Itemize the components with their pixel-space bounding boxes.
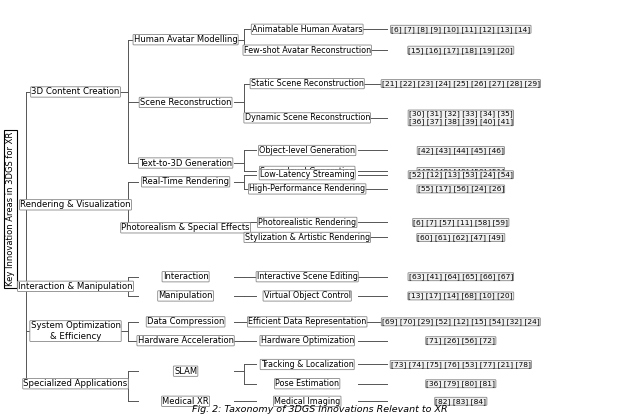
Text: [63] [41] [64] [65] [66] [67]: [63] [41] [64] [65] [66] [67] <box>408 273 513 280</box>
Text: Tracking & Localization: Tracking & Localization <box>261 360 353 369</box>
Text: 3D Content Creation: 3D Content Creation <box>31 87 120 97</box>
Text: Key Innovation Areas in 3DGS for XR: Key Innovation Areas in 3DGS for XR <box>6 132 15 286</box>
Text: [36] [79] [80] [81]: [36] [79] [80] [81] <box>426 380 495 387</box>
Text: Manipulation: Manipulation <box>158 291 213 301</box>
Text: Scene-level Generation: Scene-level Generation <box>260 167 355 176</box>
Text: Static Scene Reconstruction: Static Scene Reconstruction <box>251 79 364 88</box>
Text: Animatable Human Avatars: Animatable Human Avatars <box>252 25 362 34</box>
Text: Medical Imaging: Medical Imaging <box>274 397 340 406</box>
Text: Virtual Object Control: Virtual Object Control <box>264 291 351 301</box>
Text: [21] [22] [23] [24] [25] [26] [27] [28] [29]: [21] [22] [23] [24] [25] [26] [27] [28] … <box>381 80 540 87</box>
Text: Low-Latency Streaming: Low-Latency Streaming <box>260 170 355 179</box>
Text: Text-to-3D Generation: Text-to-3D Generation <box>139 158 232 168</box>
Text: [73] [74] [75] [76] [53] [77] [21] [78]: [73] [74] [75] [76] [53] [77] [21] [78] <box>391 361 531 368</box>
Text: [71] [26] [56] [72]: [71] [26] [56] [72] <box>426 337 495 344</box>
Text: [47] [48] [49] [50] [51]: [47] [48] [49] [50] [51] <box>418 168 504 175</box>
Text: Stylization & Artistic Rendering: Stylization & Artistic Rendering <box>244 233 370 242</box>
Text: Rendering & Visualization: Rendering & Visualization <box>20 200 131 209</box>
Text: Data Compression: Data Compression <box>147 317 224 326</box>
Text: Interaction & Manipulation: Interaction & Manipulation <box>18 282 133 291</box>
Text: Object-level Generation: Object-level Generation <box>259 146 355 155</box>
Text: [55] [17] [56] [24] [26]: [55] [17] [56] [24] [26] <box>417 186 504 192</box>
Text: Medical XR: Medical XR <box>163 397 209 406</box>
Text: [60] [61] [62] [47] [49]: [60] [61] [62] [47] [49] <box>417 234 504 241</box>
Text: Hardware Acceleration: Hardware Acceleration <box>138 336 234 345</box>
Text: Specialized Applications: Specialized Applications <box>24 379 127 388</box>
Text: Fig. 2: Taxonomy of 3DGS Innovations Relevant to XR: Fig. 2: Taxonomy of 3DGS Innovations Rel… <box>192 405 448 414</box>
Text: Photorealistic Rendering: Photorealistic Rendering <box>258 218 356 227</box>
Text: [6] [7] [57] [11] [58] [59]: [6] [7] [57] [11] [58] [59] <box>413 219 508 226</box>
Text: [13] [17] [14] [68] [10] [20]: [13] [17] [14] [68] [10] [20] <box>408 293 513 299</box>
Text: System Optimization
& Efficiency: System Optimization & Efficiency <box>31 321 120 341</box>
Text: Few-shot Avatar Reconstruction: Few-shot Avatar Reconstruction <box>244 46 371 55</box>
Text: [82] [83] [84]: [82] [83] [84] <box>435 398 486 405</box>
Text: High-Performance Rendering: High-Performance Rendering <box>249 184 365 194</box>
Text: [52] [12] [13] [53] [24] [54]: [52] [12] [13] [53] [24] [54] <box>409 171 513 178</box>
Text: Dynamic Scene Reconstruction: Dynamic Scene Reconstruction <box>244 113 370 122</box>
Text: Pose Estimation: Pose Estimation <box>275 379 339 388</box>
Text: Efficient Data Representation: Efficient Data Representation <box>248 317 366 326</box>
Text: [6] [7] [8] [9] [10] [11] [12] [13] [14]: [6] [7] [8] [9] [10] [11] [12] [13] [14] <box>391 26 531 33</box>
Text: [30] [31] [32] [33] [34] [35]
[36] [37] [38] [39] [40] [41]: [30] [31] [32] [33] [34] [35] [36] [37] … <box>409 111 513 125</box>
Text: Interaction: Interaction <box>163 272 209 281</box>
Text: [15] [16] [17] [18] [19] [20]: [15] [16] [17] [18] [19] [20] <box>408 47 513 54</box>
Text: SLAM: SLAM <box>174 367 197 376</box>
Text: [69] [70] [29] [52] [12] [15] [54] [32] [24]: [69] [70] [29] [52] [12] [15] [54] [32] … <box>382 319 540 325</box>
Text: Real-Time Rendering: Real-Time Rendering <box>142 177 229 186</box>
Text: Photorealism & Special Effects: Photorealism & Special Effects <box>122 223 250 232</box>
Text: Interactive Scene Editing: Interactive Scene Editing <box>257 272 358 281</box>
Text: Scene Reconstruction: Scene Reconstruction <box>140 98 231 107</box>
Text: Human Avatar Modelling: Human Avatar Modelling <box>134 35 237 44</box>
Text: Hardware Optimization: Hardware Optimization <box>260 336 354 345</box>
Text: [42] [43] [44] [45] [46]: [42] [43] [44] [45] [46] <box>418 147 504 154</box>
